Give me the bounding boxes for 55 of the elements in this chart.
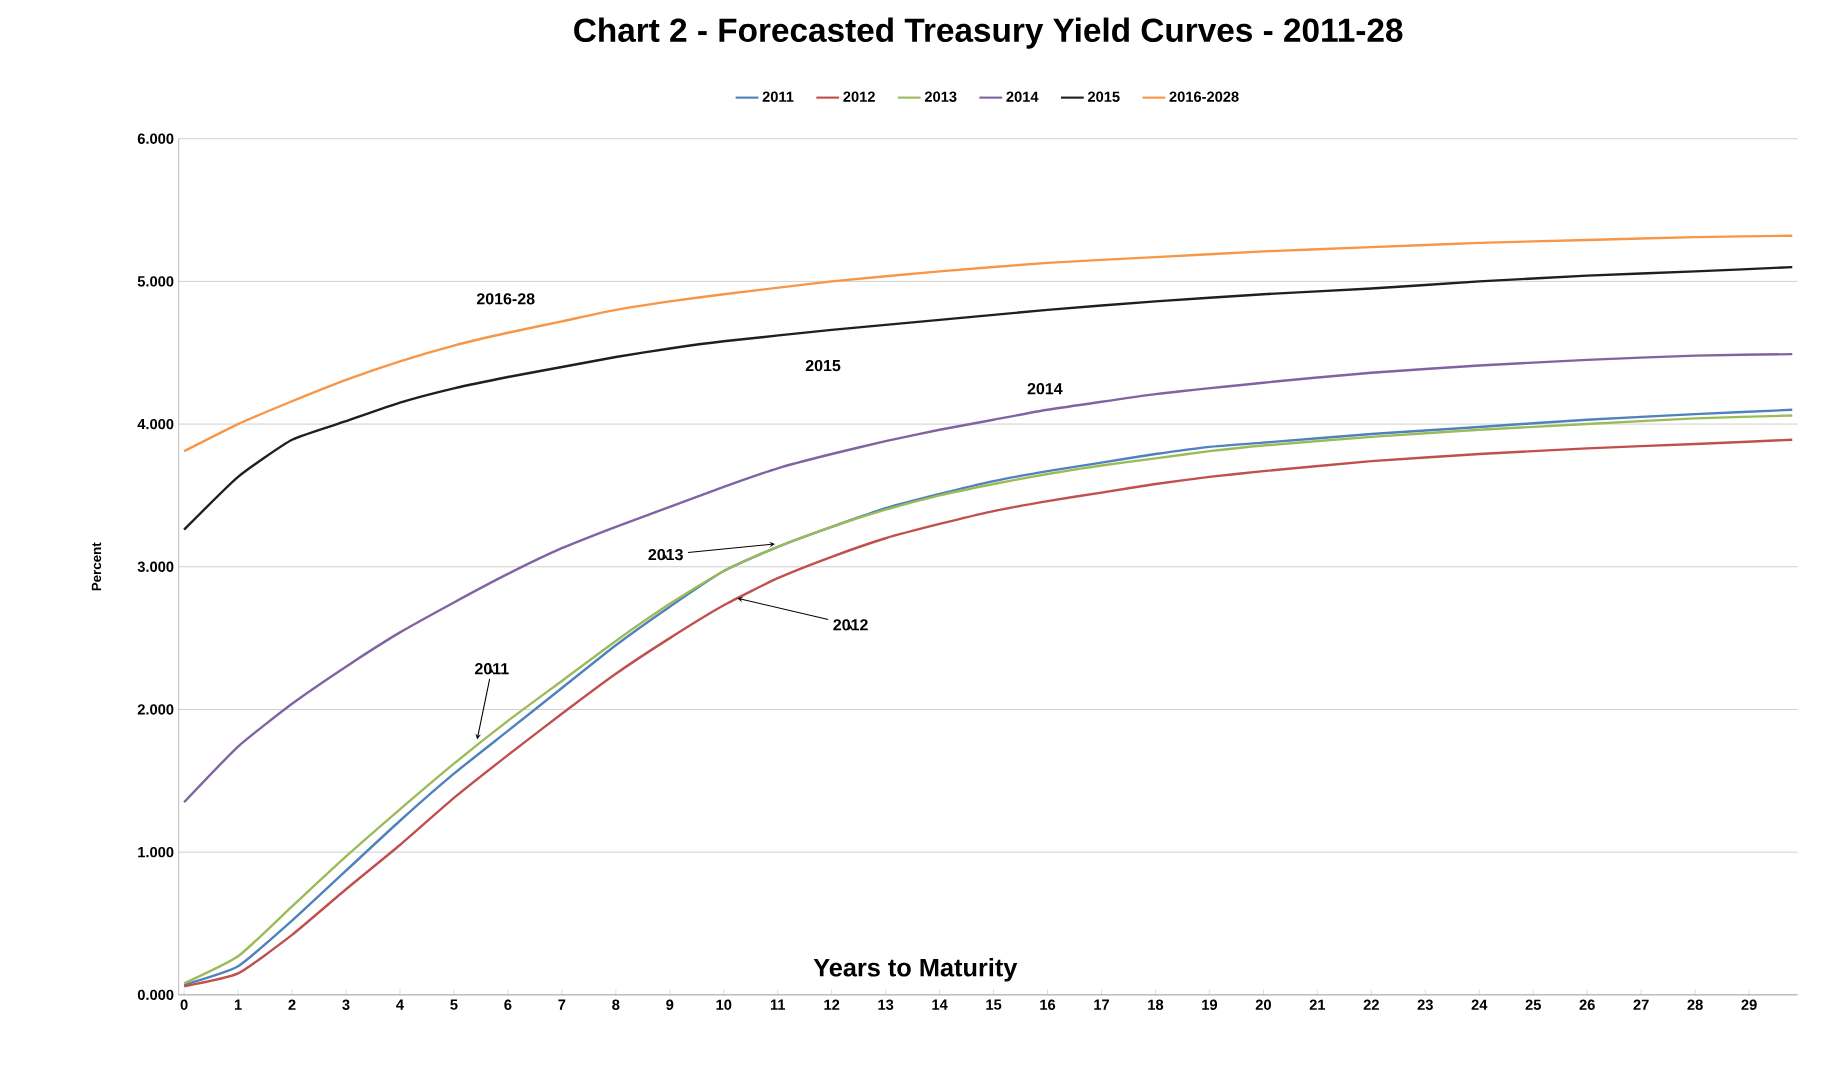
annotation: 2012: [833, 619, 868, 631]
x-tick-label: 25: [1525, 999, 1541, 1010]
x-tick-label: 21: [1309, 999, 1326, 1010]
x-tick-label: 14: [932, 999, 948, 1010]
x-tick-label: 6: [504, 999, 512, 1010]
x-tick-label: 0: [180, 999, 188, 1010]
x-tick-label: 24: [1471, 999, 1488, 1010]
x-tick-label: 17: [1094, 999, 1110, 1010]
y-tick-label: 4.000: [137, 418, 174, 430]
x-tick-label: 16: [1040, 999, 1056, 1010]
y-tick-label: 3.000: [137, 561, 174, 572]
x-tick-label: 12: [824, 999, 840, 1010]
legend-label: 2015: [1087, 91, 1120, 102]
line-series: [182, 234, 1794, 453]
y-tick-label: 2.000: [137, 704, 174, 715]
annotation: 2015: [805, 359, 841, 372]
chart-title: Chart 2 - Forecasted Treasury Yield Curves - 2011-28: [574, 17, 1403, 49]
x-tick-label: 4: [396, 999, 404, 1010]
x-tick-label: 7: [558, 999, 566, 1010]
legend-label: 2013: [924, 91, 957, 102]
x-axis-title: Years to Maturity: [813, 957, 1018, 982]
x-tick-label: 28: [1687, 999, 1703, 1010]
x-tick-label: 8: [612, 999, 620, 1010]
annotation: 2014: [1027, 382, 1063, 395]
legend-label: 2016-2028: [1169, 91, 1239, 102]
x-tick-label: 2: [288, 999, 296, 1010]
x-tick-label: 11: [770, 999, 786, 1010]
x-tick-label: 1: [234, 999, 242, 1010]
x-tick-label: 15: [986, 999, 1002, 1010]
y-axis-title: Percent: [91, 542, 102, 591]
y-tick-label: 1.000: [138, 846, 174, 858]
annotation: 2013: [648, 548, 683, 561]
x-tick-label: 3: [342, 999, 350, 1010]
legend-label: 2012: [843, 91, 875, 102]
annotation: 2011: [475, 662, 509, 675]
x-tick-label: 22: [1363, 999, 1379, 1010]
x-tick-label: 27: [1633, 999, 1649, 1010]
x-tick-label: 13: [878, 999, 894, 1010]
x-tick-label: 23: [1417, 999, 1433, 1010]
annotation: 2016-28: [476, 293, 535, 305]
x-tick-label: 29: [1741, 999, 1757, 1010]
y-tick-label: 6.000: [137, 133, 174, 144]
x-tick-label: 5: [450, 999, 458, 1010]
y-tick-label: 5.000: [137, 276, 174, 287]
line-series: [182, 265, 1794, 531]
legend-label: 2011: [762, 91, 794, 102]
x-tick-label: 9: [666, 999, 674, 1010]
y-tick-label: 0.000: [137, 989, 174, 1000]
x-tick-label: 18: [1148, 999, 1164, 1010]
x-tick-label: 10: [716, 999, 732, 1010]
x-tick-label: 20: [1255, 999, 1271, 1010]
legend-label: 2014: [1006, 91, 1039, 102]
x-tick-label: 19: [1202, 999, 1218, 1010]
line-series: [182, 352, 1794, 804]
x-tick-label: 26: [1579, 999, 1595, 1010]
